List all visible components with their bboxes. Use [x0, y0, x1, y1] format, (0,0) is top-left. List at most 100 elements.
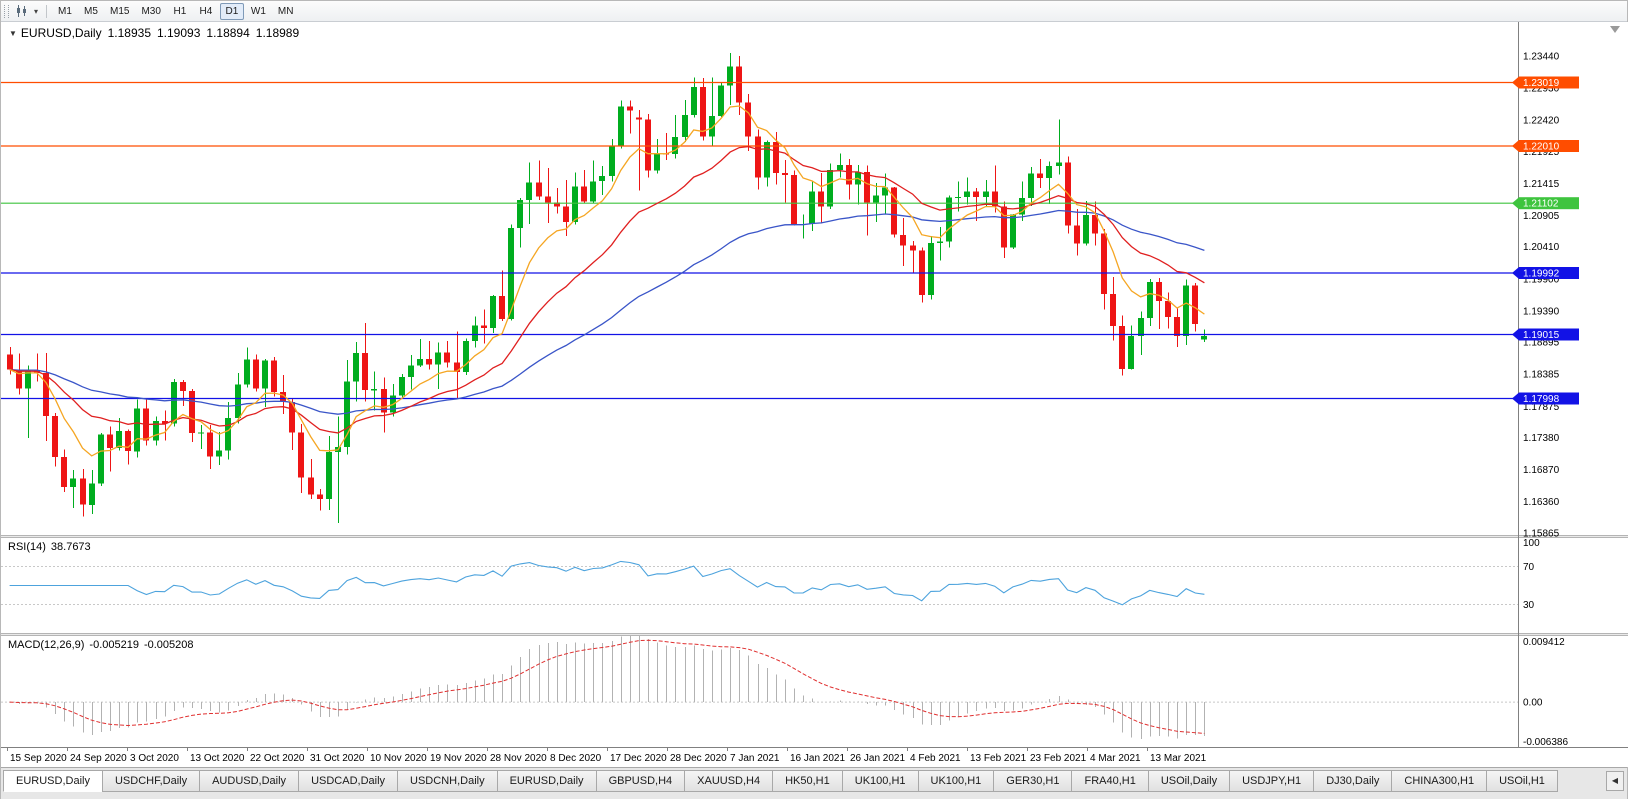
timeframe-m15-button[interactable]: M15	[110, 5, 130, 17]
chart-tab-3-usdcad-daily[interactable]: USDCAD,Daily	[298, 770, 399, 792]
svg-text:4 Feb 2021: 4 Feb 2021	[910, 753, 961, 764]
rsi-name: RSI(14)	[8, 541, 46, 553]
svg-text:0.009412: 0.009412	[1523, 637, 1565, 648]
price-tag	[1519, 392, 1579, 405]
chart-tab-15-dj30-daily[interactable]: DJ30,Daily	[1313, 770, 1393, 792]
svg-text:26 Jan 2021: 26 Jan 2021	[850, 753, 905, 764]
ohlc-low: 1.18894	[206, 26, 250, 40]
chart-shift-marker-icon[interactable]	[1610, 26, 1620, 33]
time-axis[interactable]: 15 Sep 2020 24 Sep 2020 3 Oct 2020 13 Oct 2…	[7, 747, 1207, 764]
macd-histogram	[19, 634, 1205, 739]
chart-tab-2-audusd-daily[interactable]: AUDUSD,Daily	[199, 770, 300, 792]
horizontal-line-objects[interactable]	[1, 81, 1518, 400]
chart-tab-bar: EURUSD,Daily USDCHF,Daily AUDUSD,Daily USDC…	[1, 767, 1627, 799]
svg-text:19 Nov 2020: 19 Nov 2020	[430, 753, 487, 764]
svg-text:16 Jan 2021: 16 Jan 2021	[790, 753, 845, 764]
macd-signal-line	[9, 639, 1205, 734]
svg-text:28 Dec 2020: 28 Dec 2020	[670, 753, 727, 764]
svg-text:1.21415: 1.21415	[1523, 179, 1560, 190]
timeframe-m1-button[interactable]: M1	[58, 5, 72, 17]
svg-text:1.19992: 1.19992	[1523, 269, 1560, 280]
svg-text:1.21925: 1.21925	[1523, 147, 1560, 158]
svg-text:24 Sep 2020: 24 Sep 2020	[70, 753, 127, 764]
svg-text:28 Nov 2020: 28 Nov 2020	[490, 753, 547, 764]
svg-text:23 Feb 2021: 23 Feb 2021	[1030, 753, 1087, 764]
svg-text:1.19900: 1.19900	[1523, 274, 1560, 285]
price-tag-notch	[1512, 140, 1519, 152]
chart-tab-14-usdjpy-h1[interactable]: USDJPY,H1	[1229, 770, 1315, 792]
price-tag-notch	[1512, 267, 1519, 279]
svg-text:1.20410: 1.20410	[1523, 242, 1560, 253]
svg-text:1.17380: 1.17380	[1523, 433, 1560, 444]
chart-tab-12-fra40-h1[interactable]: FRA40,H1	[1071, 770, 1149, 792]
timeframe-w1-button[interactable]: W1	[250, 5, 266, 17]
chart-tab-7-xauusd-h4[interactable]: XAUUSD,H4	[684, 770, 774, 792]
ohlc-open: 1.18935	[107, 26, 151, 40]
svg-text:15 Sep 2020: 15 Sep 2020	[10, 753, 67, 764]
price-axis[interactable]: 1.23440 1.22930 1.22420 1.21925 1.21415 1.209…	[1523, 52, 1568, 749]
svg-text:1.21102: 1.21102	[1523, 199, 1559, 210]
svg-text:1.19015: 1.19015	[1523, 330, 1560, 341]
chart-tab-1-usdchf-daily[interactable]: USDCHF,Daily	[101, 770, 201, 792]
timeframe-m30-button[interactable]: M30	[141, 5, 161, 17]
svg-text:1.16360: 1.16360	[1523, 497, 1560, 508]
svg-text:1.18385: 1.18385	[1523, 370, 1560, 381]
svg-text:-0.006386: -0.006386	[1523, 737, 1568, 748]
price-tag	[1519, 197, 1579, 210]
chart-tab-8-hk50-h1[interactable]: HK50,H1	[772, 770, 843, 792]
svg-text:17 Dec 2020: 17 Dec 2020	[610, 753, 667, 764]
toolbar-separator	[46, 4, 47, 18]
svg-text:10 Nov 2020: 10 Nov 2020	[370, 753, 427, 764]
ohlc-high: 1.19093	[157, 26, 201, 40]
chart-tab-10-uk100-h1[interactable]: UK100,H1	[917, 770, 995, 792]
pane-splitter[interactable]	[1, 633, 1628, 636]
svg-text:13 Mar 2021: 13 Mar 2021	[1150, 753, 1207, 764]
price-tag	[1519, 140, 1579, 152]
svg-text:1.22010: 1.22010	[1523, 142, 1560, 153]
rsi-indicator-label: RSI(14) 38.7673	[8, 541, 96, 553]
chart-canvas[interactable]: 1.23440 1.22930 1.22420 1.21925 1.21415 1.209…	[1, 22, 1628, 767]
svg-text:4 Mar 2021: 4 Mar 2021	[1090, 753, 1141, 764]
svg-text:1.19390: 1.19390	[1523, 306, 1560, 317]
timeframe-m5-button[interactable]: M5	[84, 5, 98, 17]
svg-text:1.22930: 1.22930	[1523, 84, 1560, 95]
chart-type-dropdown-icon[interactable]: ▾	[33, 6, 38, 16]
rsi-value: 38.7673	[50, 541, 91, 553]
chart-tab-11-ger30-h1[interactable]: GER30,H1	[993, 770, 1073, 792]
chart-tab-13-usoil-daily[interactable]: USOil,Daily	[1147, 770, 1231, 792]
toolbar-grip[interactable]	[4, 4, 9, 18]
svg-text:0.00: 0.00	[1523, 698, 1543, 709]
chart-tab-9-uk100-h1[interactable]: UK100,H1	[841, 770, 919, 792]
timeframe-d1-button[interactable]: D1	[219, 2, 244, 20]
timeframe-h1-button[interactable]: H1	[173, 5, 187, 17]
chart-tab-6-gbpusd-h4[interactable]: GBPUSD,H4	[595, 770, 686, 792]
price-tag-notch	[1512, 76, 1519, 89]
timeframe-mn-button[interactable]: MN	[277, 5, 294, 17]
timeframe-h4-button[interactable]: H4	[199, 5, 213, 17]
chart-tab-16-china300-h1[interactable]: CHINA300,H1	[1391, 770, 1488, 792]
price-tag-notch	[1512, 197, 1519, 210]
svg-text:100: 100	[1523, 538, 1540, 549]
chart-tab-4-usdcnh-daily[interactable]: USDCNH,Daily	[397, 770, 498, 792]
candlesticks	[7, 52, 1207, 523]
svg-text:1.18895: 1.18895	[1523, 338, 1560, 349]
chart-tab-0-eurusd-daily[interactable]: EURUSD,Daily	[3, 770, 103, 792]
svg-text:1.20905: 1.20905	[1523, 211, 1560, 222]
svg-text:1.15865: 1.15865	[1523, 528, 1560, 539]
macd-value-main: -0.005219	[89, 639, 139, 651]
svg-text:13 Feb 2021: 13 Feb 2021	[970, 753, 1027, 764]
chart-symbol-label: EURUSD,Daily	[20, 26, 102, 40]
chart-type-icon[interactable]	[13, 3, 31, 20]
svg-text:3 Oct 2020: 3 Oct 2020	[130, 753, 179, 764]
svg-text:22 Oct 2020: 22 Oct 2020	[250, 753, 305, 764]
pane-splitter[interactable]	[1, 535, 1628, 538]
tab-scroll-left-button[interactable]: ◀	[1606, 771, 1624, 791]
price-tags: 1.23019 1.22010 1.21102 1.19992 1.19015 1.179…	[1512, 76, 1579, 405]
rsi-line	[9, 560, 1205, 606]
chart-tabs: EURUSD,Daily USDCHF,Daily AUDUSD,Daily USDC…	[3, 770, 1603, 792]
timeframe-toolbar: M1 M5 M15 M30 H1 H4 D1 W1 MN	[52, 2, 299, 20]
chart-tab-5-eurusd-daily[interactable]: EURUSD,Daily	[496, 770, 597, 792]
chart-tab-17-usoil-h1[interactable]: USOil,H1	[1486, 770, 1558, 792]
svg-text:30: 30	[1523, 600, 1535, 611]
